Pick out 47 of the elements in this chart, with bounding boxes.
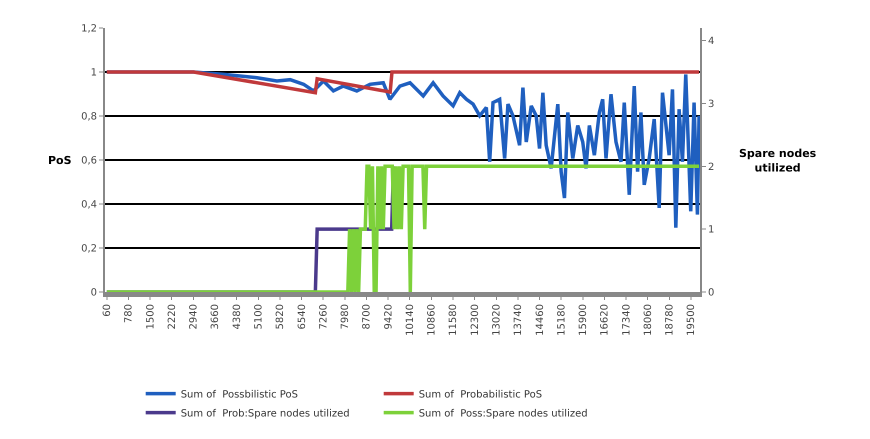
x-tick-label: 19500 [686, 304, 698, 336]
y2-tick-label: 4 [708, 36, 714, 48]
legend-label: Sum of Probabilistic PoS [418, 390, 542, 401]
x-tick-label: 12300 [470, 304, 481, 336]
x-tick-label: 3660 [210, 304, 222, 330]
x-tick-label: 17340 [621, 304, 632, 336]
x-tick-label: 13020 [492, 304, 503, 336]
y-tick-label: 0,6 [81, 156, 97, 166]
x-tick-label: 7260 [318, 304, 330, 330]
x-tick-label: 7980 [340, 304, 352, 330]
x-tick-label: 11580 [448, 304, 460, 336]
y-tick-label: 1,2 [81, 24, 97, 34]
x-tick-label: 6540 [296, 304, 308, 330]
x-tick-label: 18780 [664, 304, 676, 336]
x-tick-label: 1500 [145, 304, 156, 330]
y-tick-label: 0,2 [81, 244, 97, 254]
x-tick-label: 5100 [254, 304, 265, 330]
x-tick-label: 15180 [556, 304, 568, 336]
y2-tick-label: 1 [708, 224, 714, 236]
x-tick-label: 8700 [362, 304, 373, 330]
line-series [105, 70, 700, 94]
y-axis-title: PoS [48, 154, 72, 167]
y2-tick-label: 3 [708, 98, 714, 110]
y-tick-label: 0,4 [81, 200, 97, 210]
x-tick-label: 15900 [578, 304, 590, 336]
x-tick-label: 9420 [383, 304, 394, 330]
x-tick-label: 2220 [166, 304, 178, 330]
y-tick-label: 0,8 [81, 112, 97, 122]
x-tick-label: 4380 [232, 304, 243, 330]
x-tick-label: 2940 [188, 304, 200, 330]
x-tick-label: 13740 [513, 304, 524, 336]
x-tick-label: 14460 [534, 304, 546, 336]
y2-tick-label: 2 [708, 162, 714, 173]
legend-label: Sum of Possbilistic PoS [180, 390, 298, 401]
x-tick-label: 10860 [426, 304, 438, 336]
x-tick-label: 16620 [600, 304, 611, 336]
legend-label: Sum of Poss:Spare nodes utilized [418, 408, 588, 420]
legend-label: Sum of Prob:Spare nodes utilized [180, 408, 350, 420]
x-tick-label: 18060 [642, 304, 654, 336]
y2-tick-label: 0 [708, 288, 714, 298]
y-tick-label: 1 [90, 68, 97, 78]
y2-axis-title: Spare nodes utilized [739, 147, 817, 174]
x-tick-label: 10140 [404, 304, 416, 336]
x-tick-label: 5820 [275, 304, 286, 330]
x-tick-label: 780 [124, 304, 135, 324]
y-tick-label: 0 [90, 288, 97, 298]
x-tick-label: 60 [102, 304, 114, 317]
